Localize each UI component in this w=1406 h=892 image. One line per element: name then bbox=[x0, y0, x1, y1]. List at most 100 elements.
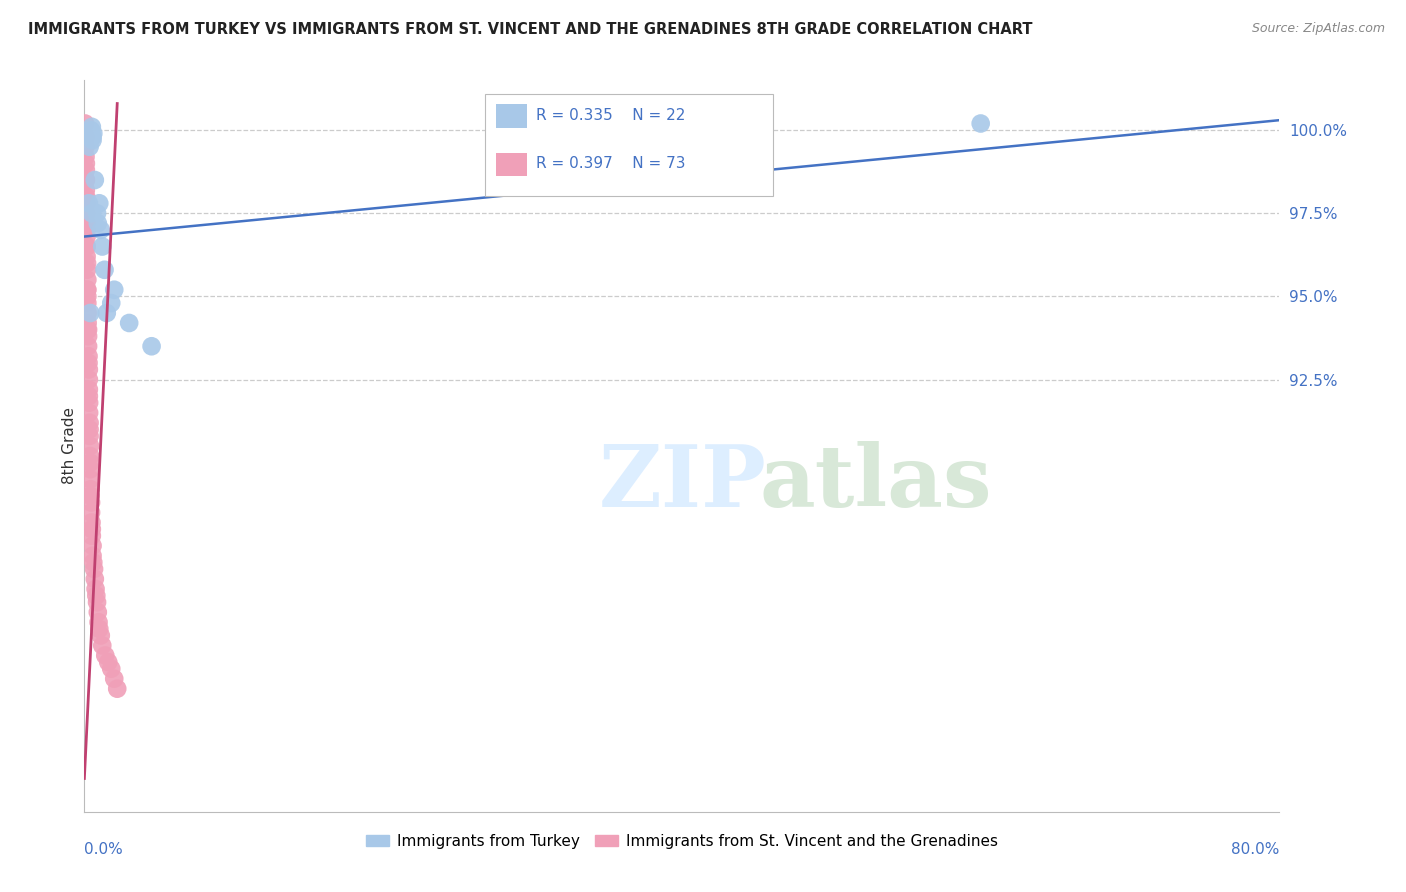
Text: R = 0.335    N = 22: R = 0.335 N = 22 bbox=[536, 108, 685, 122]
Point bbox=[76, 262, 98, 277]
Point bbox=[77, 339, 100, 353]
Text: R = 0.397    N = 73: R = 0.397 N = 73 bbox=[536, 156, 685, 170]
Point bbox=[86, 595, 108, 609]
Point bbox=[80, 206, 103, 220]
Point bbox=[79, 439, 101, 453]
Point bbox=[76, 283, 98, 297]
Point bbox=[76, 250, 98, 264]
Point bbox=[75, 173, 97, 187]
Point bbox=[82, 133, 104, 147]
Point bbox=[90, 223, 112, 237]
Point bbox=[75, 173, 97, 187]
Point bbox=[79, 306, 101, 320]
Point bbox=[79, 140, 101, 154]
Point bbox=[76, 239, 98, 253]
Point bbox=[75, 206, 97, 220]
Point bbox=[77, 323, 100, 337]
Point bbox=[96, 306, 118, 320]
Point bbox=[76, 229, 98, 244]
Legend: Immigrants from Turkey, Immigrants from St. Vincent and the Grenadines: Immigrants from Turkey, Immigrants from … bbox=[360, 828, 1004, 855]
Point bbox=[82, 129, 104, 144]
Point bbox=[80, 506, 103, 520]
Point bbox=[79, 462, 101, 476]
Point bbox=[79, 416, 101, 430]
Point bbox=[76, 296, 98, 310]
Point bbox=[77, 356, 100, 370]
Y-axis label: 8th Grade: 8th Grade bbox=[62, 408, 77, 484]
Text: IMMIGRANTS FROM TURKEY VS IMMIGRANTS FROM ST. VINCENT AND THE GRENADINES 8TH GRA: IMMIGRANTS FROM TURKEY VS IMMIGRANTS FRO… bbox=[28, 22, 1032, 37]
Point bbox=[97, 655, 120, 669]
Point bbox=[77, 196, 100, 211]
Point bbox=[82, 539, 104, 553]
Point bbox=[87, 605, 110, 619]
Point bbox=[84, 582, 107, 596]
Point bbox=[100, 296, 122, 310]
Point bbox=[87, 216, 110, 230]
Point bbox=[76, 273, 98, 287]
Point bbox=[75, 150, 97, 164]
Text: ZIP: ZIP bbox=[599, 441, 766, 524]
Point bbox=[82, 549, 104, 563]
Point bbox=[79, 449, 101, 463]
Point bbox=[75, 189, 97, 203]
Point bbox=[76, 323, 98, 337]
Point bbox=[90, 628, 112, 642]
Point bbox=[75, 156, 97, 170]
Text: 0.0%: 0.0% bbox=[84, 842, 124, 857]
Point bbox=[77, 406, 100, 420]
Point bbox=[80, 495, 103, 509]
Point bbox=[80, 120, 103, 134]
Point bbox=[94, 648, 117, 663]
Point bbox=[970, 116, 993, 130]
Point bbox=[76, 289, 98, 303]
Point bbox=[79, 472, 101, 486]
Point bbox=[82, 127, 104, 141]
Point bbox=[76, 216, 98, 230]
Point bbox=[80, 123, 103, 137]
Point bbox=[118, 316, 141, 330]
Point bbox=[75, 183, 97, 197]
Point bbox=[79, 429, 101, 443]
Point bbox=[76, 316, 98, 330]
Point bbox=[75, 140, 97, 154]
Point bbox=[77, 372, 100, 386]
Point bbox=[76, 239, 98, 253]
Point bbox=[75, 196, 97, 211]
Point bbox=[91, 239, 114, 253]
Point bbox=[82, 555, 104, 569]
Point bbox=[77, 349, 100, 363]
Point bbox=[91, 639, 114, 653]
Point bbox=[75, 129, 97, 144]
Point bbox=[80, 516, 103, 530]
Point bbox=[79, 456, 101, 470]
Point bbox=[83, 572, 105, 586]
Point bbox=[77, 329, 100, 343]
Point bbox=[83, 562, 105, 576]
Point bbox=[79, 422, 101, 436]
Point bbox=[103, 283, 125, 297]
Point bbox=[103, 672, 125, 686]
Point bbox=[141, 339, 163, 353]
Point bbox=[87, 615, 110, 630]
Point bbox=[86, 206, 108, 220]
Point bbox=[77, 362, 100, 376]
Point bbox=[77, 389, 100, 403]
Point bbox=[76, 283, 98, 297]
Point bbox=[89, 196, 111, 211]
Point bbox=[76, 256, 98, 270]
Point bbox=[76, 306, 98, 320]
Point bbox=[100, 662, 122, 676]
Point bbox=[75, 196, 97, 211]
Text: Source: ZipAtlas.com: Source: ZipAtlas.com bbox=[1251, 22, 1385, 36]
Point bbox=[86, 589, 108, 603]
Point bbox=[79, 482, 101, 496]
Point bbox=[80, 529, 103, 543]
Point bbox=[105, 681, 128, 696]
Text: 80.0%: 80.0% bbox=[1232, 842, 1279, 857]
Point bbox=[75, 163, 97, 178]
Point bbox=[76, 223, 98, 237]
Point bbox=[75, 116, 97, 130]
Point bbox=[79, 489, 101, 503]
Point bbox=[80, 522, 103, 536]
Point bbox=[83, 173, 105, 187]
